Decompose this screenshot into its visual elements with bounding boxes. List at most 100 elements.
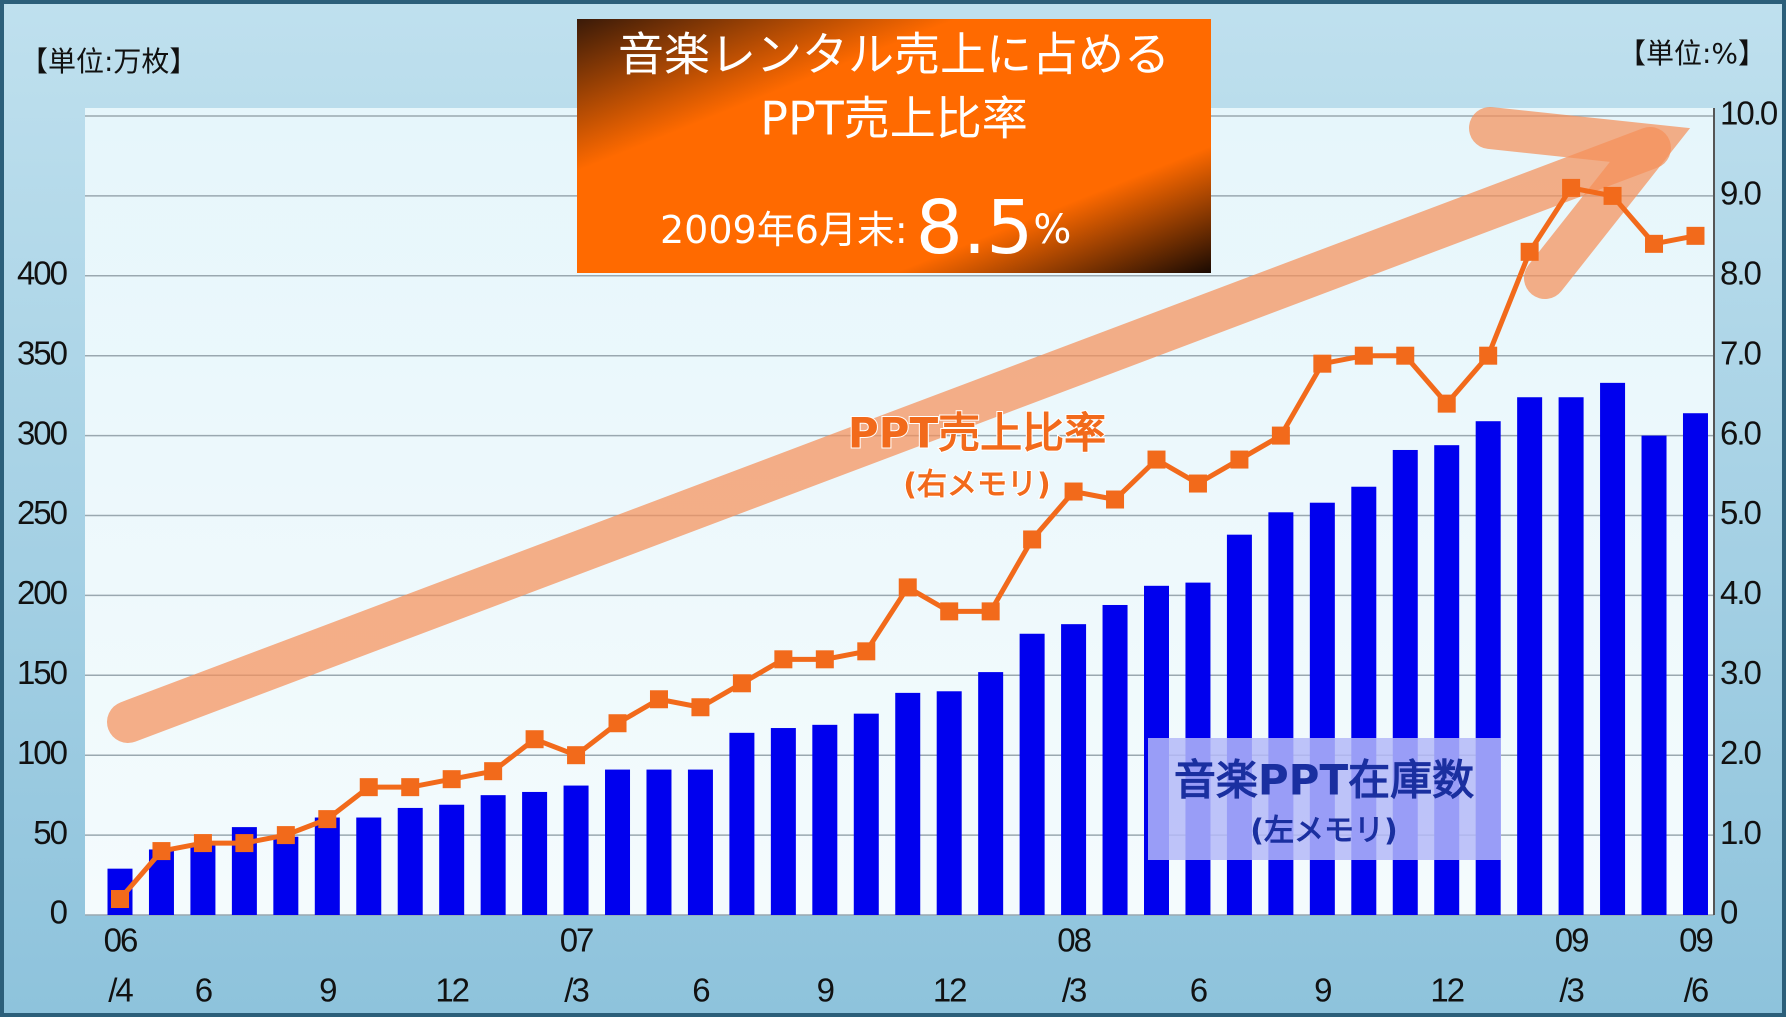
y-tick-label: 50 xyxy=(33,814,67,851)
y-tick-label: 0 xyxy=(50,894,68,931)
y-tick-label: 100 xyxy=(17,734,68,771)
bar-label-box xyxy=(1148,738,1501,860)
x-tick-year: 09 xyxy=(1679,922,1712,959)
bar xyxy=(563,785,589,915)
line-marker xyxy=(1520,242,1539,261)
bar xyxy=(1019,633,1045,915)
y2-tick-label: 7.0 xyxy=(1720,334,1762,371)
line-marker xyxy=(732,674,751,693)
x-tick-month: 9 xyxy=(319,972,336,1009)
line-marker xyxy=(1437,394,1456,413)
line-marker xyxy=(1023,530,1042,549)
line-marker xyxy=(940,602,959,621)
line-marker xyxy=(1106,490,1125,509)
line-marker xyxy=(111,890,129,909)
bar xyxy=(646,769,672,915)
y-tick-label: 300 xyxy=(17,414,68,451)
bar xyxy=(978,672,1004,915)
y2-tick-label: 1.0 xyxy=(1720,814,1762,851)
y-tick-label: 400 xyxy=(17,255,68,292)
y2-tick-label: 9.0 xyxy=(1720,175,1762,212)
line-marker xyxy=(1064,482,1083,501)
line-marker xyxy=(1686,226,1705,245)
bar xyxy=(314,817,340,915)
line-marker xyxy=(608,714,627,733)
bar xyxy=(397,807,423,915)
y2-tick-label: 8.0 xyxy=(1720,255,1762,292)
x-tick-month: 12 xyxy=(933,972,966,1009)
y2-tick-label: 6.0 xyxy=(1720,414,1762,451)
x-tick-month: 6 xyxy=(692,972,709,1009)
x-tick-year: 06 xyxy=(104,922,137,959)
y2-tick-label: 10.0 xyxy=(1720,95,1778,132)
headline-value: 8.5 xyxy=(916,185,1034,271)
y-tick-label: 350 xyxy=(17,334,68,371)
y2-tick-label: 0 xyxy=(1720,894,1738,931)
line-marker xyxy=(1230,450,1249,469)
headline-line: PPT売上比率 xyxy=(760,92,1028,146)
line-marker xyxy=(1271,426,1290,445)
line-marker xyxy=(401,778,420,797)
line-marker xyxy=(276,826,295,845)
bar xyxy=(853,713,879,915)
bar-series-label: 音楽PPT在庫数 xyxy=(1174,756,1474,805)
line-marker xyxy=(774,650,793,669)
line-marker xyxy=(235,834,254,853)
headline-date-text: 2009年6月末: xyxy=(660,208,908,252)
x-tick-year: 08 xyxy=(1057,922,1090,959)
bar-series-note: (左メモリ) xyxy=(1250,814,1397,849)
x-tick-month: /3 xyxy=(1062,972,1086,1009)
bar xyxy=(480,795,506,915)
x-tick-month: 12 xyxy=(1430,972,1463,1009)
line-marker xyxy=(815,650,834,669)
bar xyxy=(1641,435,1667,915)
line-marker xyxy=(1147,450,1166,469)
bar xyxy=(1517,397,1543,915)
bar xyxy=(1682,413,1708,915)
trend-arrow xyxy=(107,107,1691,743)
headline-line: 音楽レンタル売上に占める xyxy=(618,28,1170,82)
line-marker xyxy=(1645,234,1664,253)
bar xyxy=(605,769,631,915)
y-tick-label: 150 xyxy=(17,654,68,691)
line-marker xyxy=(981,602,1000,621)
line-marker xyxy=(1562,178,1581,197)
bar xyxy=(729,732,755,915)
line-series-label: PPT売上比率 xyxy=(848,409,1106,458)
y2-tick-label: 3.0 xyxy=(1720,654,1762,691)
line-marker xyxy=(1603,186,1622,205)
bar xyxy=(936,691,962,915)
x-tick-month: 9 xyxy=(1314,972,1331,1009)
x-tick-month: 9 xyxy=(817,972,834,1009)
line-marker xyxy=(857,642,876,661)
x-tick-month: /4 xyxy=(108,972,133,1009)
y2-tick-label: 2.0 xyxy=(1720,734,1762,771)
line-marker xyxy=(649,690,668,709)
x-tick-month: /3 xyxy=(1559,972,1583,1009)
bar xyxy=(687,769,713,915)
headline-unit: % xyxy=(1033,207,1071,253)
left-unit: 【単位:万枚】 xyxy=(20,45,197,78)
bar xyxy=(356,817,382,915)
bar xyxy=(812,724,838,915)
y-tick-label: 250 xyxy=(17,494,68,531)
bar xyxy=(1600,382,1626,916)
y2-tick-label: 5.0 xyxy=(1720,494,1762,531)
line-marker xyxy=(193,834,212,853)
line-marker xyxy=(1354,346,1373,365)
line-marker xyxy=(898,578,917,597)
line-marker xyxy=(484,762,503,781)
bar xyxy=(1061,624,1087,915)
x-tick-month: 6 xyxy=(1190,972,1207,1009)
line-marker xyxy=(152,842,171,861)
line-series-note: (右メモリ) xyxy=(903,468,1050,503)
bar xyxy=(522,791,548,915)
line-marker xyxy=(318,810,337,829)
bar xyxy=(190,843,216,915)
bar xyxy=(273,836,299,915)
line-marker xyxy=(442,770,461,789)
x-tick-year: 09 xyxy=(1555,922,1588,959)
x-tick-month: 12 xyxy=(435,972,468,1009)
